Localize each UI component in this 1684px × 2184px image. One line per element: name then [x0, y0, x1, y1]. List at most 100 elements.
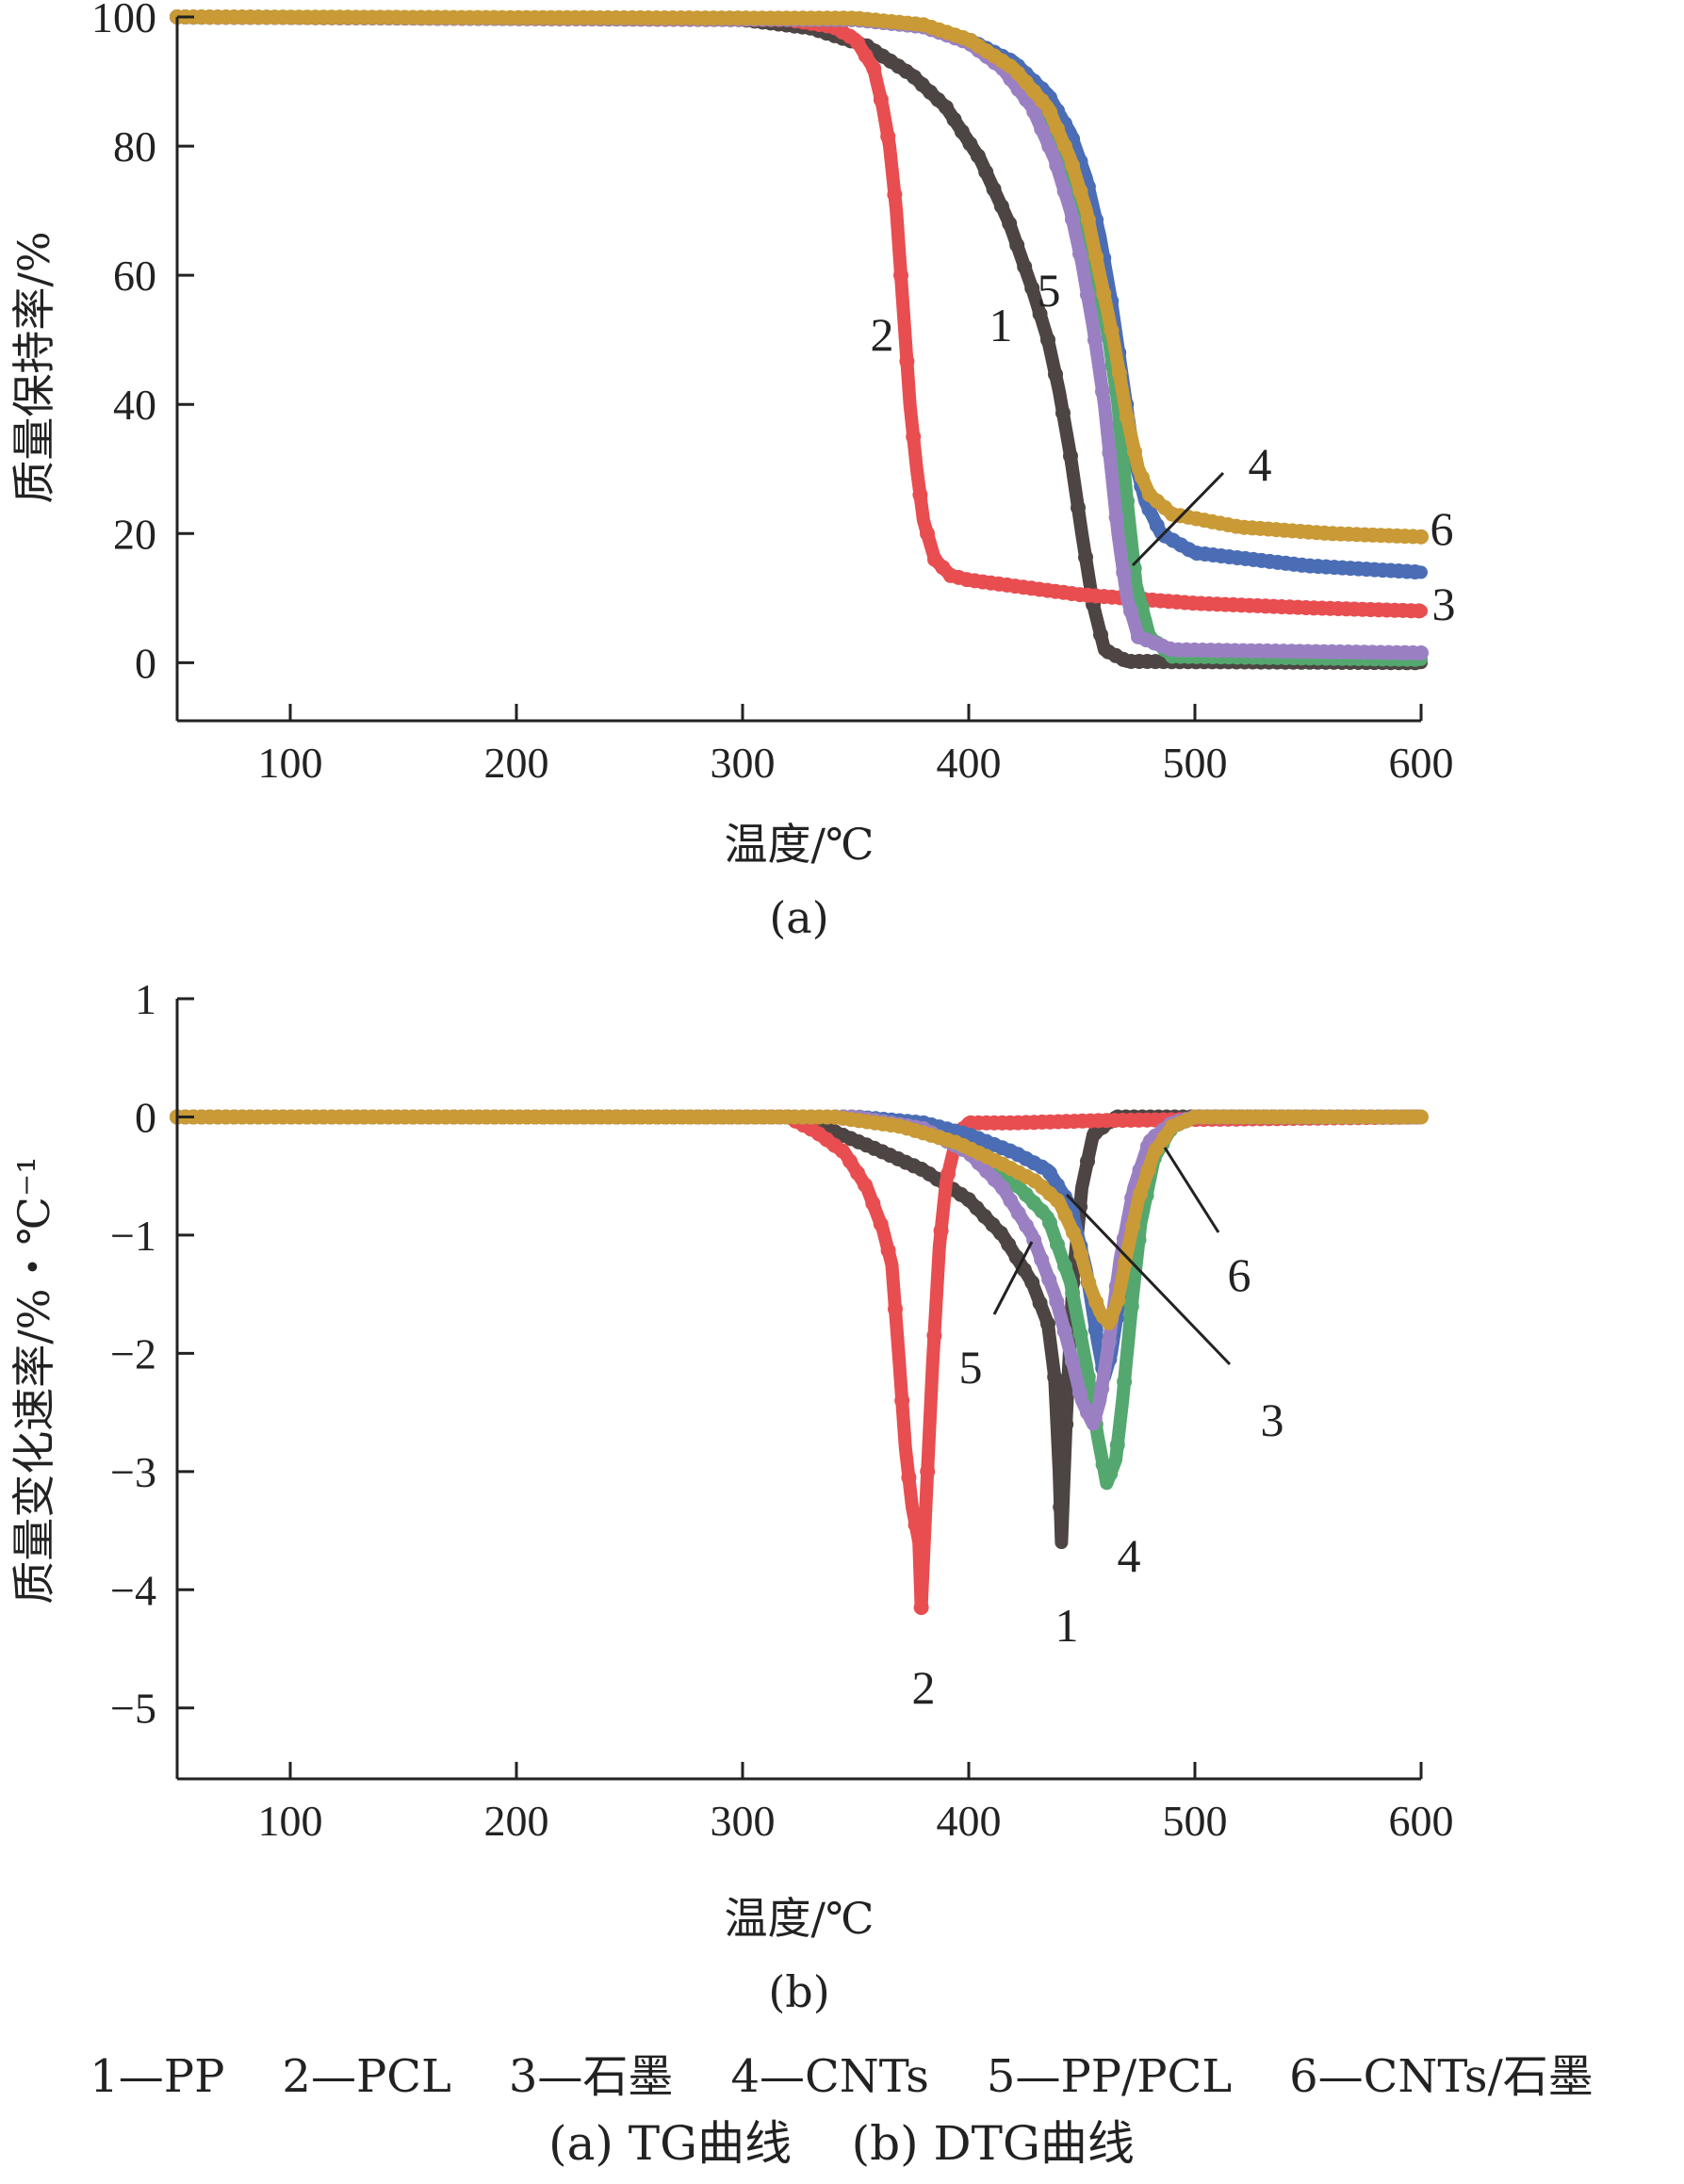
dtg-x-tick-label: 600	[1389, 1797, 1454, 1845]
dtg-data-point	[1042, 1214, 1057, 1231]
dtg-data-point	[1110, 1292, 1126, 1308]
figure-caption: (a) TG曲线 (b) DTG曲线	[548, 2116, 1135, 2171]
tg-y-tick-label: 40	[113, 381, 156, 429]
tg-data-point	[986, 181, 1002, 197]
dtg-data-point	[1414, 1109, 1429, 1125]
tg-callout-6: 6	[1431, 502, 1454, 555]
tg-data-point	[954, 123, 970, 139]
dtg-data-point	[1034, 1252, 1050, 1267]
tg-series-6	[170, 9, 1429, 545]
dtg-data-point	[1058, 1416, 1074, 1432]
tg-data-point	[1042, 104, 1057, 120]
dtg-data-point	[1094, 1381, 1110, 1396]
dtg-data-point	[1133, 1186, 1149, 1201]
tg-data-point	[1102, 445, 1118, 461]
tg-data-point	[1049, 157, 1065, 173]
dtg-data-point	[1065, 1353, 1080, 1369]
dtg-y-tick-label: −4	[110, 1566, 156, 1614]
tg-data-point	[939, 99, 954, 115]
tg-x-tick-label: 400	[937, 739, 1002, 787]
dtg-data-point	[995, 1180, 1010, 1196]
tg-data-point	[899, 353, 915, 369]
dtg-data-point	[888, 1301, 903, 1317]
tg-data-point	[1065, 211, 1080, 227]
tg-data-point	[1080, 286, 1095, 302]
tg-data-point	[1072, 246, 1087, 262]
dtg-data-point	[1109, 1437, 1125, 1453]
dtg-data-point	[850, 1165, 865, 1181]
dtg-data-point	[842, 1153, 858, 1169]
dtg-data-point	[834, 1143, 850, 1159]
tg-axes	[175, 17, 1421, 723]
tg-x-tick-label: 200	[484, 739, 549, 787]
dtg-y-tick-label: 0	[135, 1093, 156, 1141]
tg-data-point	[1135, 469, 1150, 485]
tg-data-point	[1063, 448, 1078, 464]
tg-x-tick-label: 100	[258, 739, 323, 787]
dtg-data-point	[1117, 1374, 1133, 1390]
dtg-data-point	[880, 1243, 896, 1259]
dtg-data-point	[920, 1463, 936, 1479]
dtg-data-point	[1080, 1369, 1096, 1385]
tg-data-point	[858, 48, 874, 64]
dtg-data-point	[1056, 1323, 1072, 1339]
dtg-data-point	[1057, 1258, 1072, 1274]
tg-y-tick-label: 60	[113, 252, 156, 300]
dtg-series-line	[171, 1110, 1428, 1384]
dtg-data-point	[1081, 1275, 1097, 1291]
tg-data-point	[1057, 139, 1072, 155]
dtg-data-point	[1140, 1162, 1156, 1178]
dtg-data-point	[1001, 1236, 1017, 1252]
dtg-data-point	[913, 1600, 929, 1616]
dtg-data-point	[865, 1196, 881, 1212]
dtg-x-tick-label: 500	[1163, 1797, 1228, 1845]
dtg-data-point	[992, 1225, 1008, 1241]
dtg-ticks: 100 200 300 400 500 600 1 0 −1 −2 −3 −4 −5	[110, 975, 1453, 1845]
tg-y-axis-title: 质量保持率/%	[8, 231, 59, 503]
dtg-x-tick-label: 200	[484, 1797, 549, 1845]
dtg-leader-6	[1163, 1147, 1220, 1233]
tg-data-point	[1120, 494, 1135, 509]
tg-data-point	[1078, 549, 1093, 565]
dtg-series-group	[170, 1109, 1429, 1616]
tg-data-point	[970, 148, 986, 164]
tg-series-line	[171, 10, 1428, 579]
tg-series-4	[170, 9, 1428, 667]
tg-data-point	[1096, 285, 1112, 302]
dtg-data-point	[1101, 1333, 1117, 1349]
tg-data-point	[1072, 184, 1088, 199]
tg-data-point	[912, 487, 928, 503]
dtg-data-point	[1040, 1316, 1055, 1331]
tg-x-tick-label: 300	[711, 739, 776, 787]
tg-data-point	[1093, 627, 1108, 643]
dtg-axes	[175, 999, 1421, 1781]
tg-data-point	[1050, 121, 1065, 137]
tg-data-point	[978, 164, 994, 180]
dtg-data-point	[1057, 1207, 1073, 1223]
dtg-data-point	[873, 1216, 889, 1232]
tg-data-point	[962, 136, 978, 152]
dtg-data-point	[858, 1177, 873, 1193]
dtg-y-axis-title: 质量变化速率/%・℃⁻¹	[8, 1156, 59, 1604]
tg-data-point	[993, 199, 1009, 214]
tg-callout-4: 4	[1249, 438, 1272, 491]
tg-data-point	[1071, 499, 1086, 515]
tg-x-tick-label: 500	[1163, 739, 1228, 787]
dtg-callout-6: 6	[1228, 1248, 1251, 1301]
tg-series-line	[171, 10, 1428, 670]
tg-data-point	[1111, 365, 1127, 381]
dtg-data-point	[1065, 1285, 1081, 1301]
tg-data-point	[906, 429, 922, 445]
dtg-data-point	[1065, 1225, 1081, 1240]
tg-data-point	[1048, 367, 1063, 383]
tg-series-line	[171, 10, 1428, 544]
tg-callout-1: 1	[989, 299, 1013, 351]
tg-data-point	[946, 111, 962, 127]
dtg-data-point	[1087, 1322, 1104, 1338]
dtg-data-point	[901, 1470, 917, 1486]
dtg-y-tick-label: −3	[110, 1448, 156, 1496]
tg-x-axis-title: 温度/℃	[725, 819, 875, 870]
dtg-series-3	[170, 1109, 1428, 1384]
